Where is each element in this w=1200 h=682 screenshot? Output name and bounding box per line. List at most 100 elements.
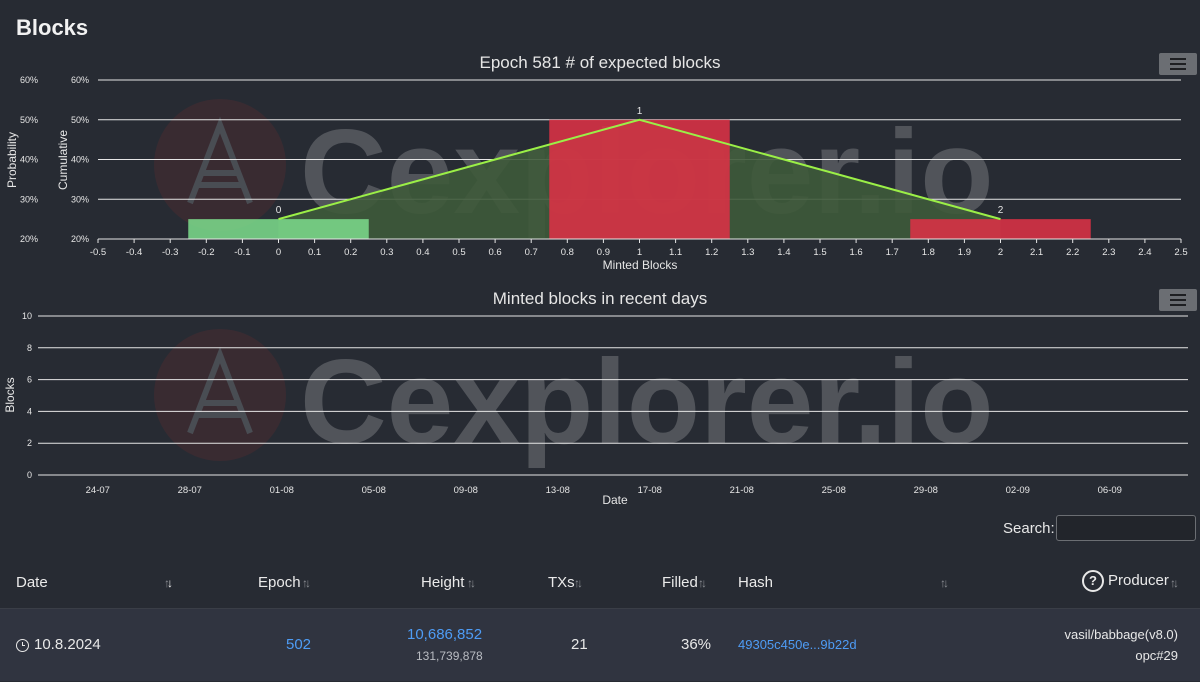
help-icon[interactable]: ? xyxy=(1082,570,1104,592)
bar xyxy=(188,219,369,239)
producer-version: vasil/babbage(v8.0) xyxy=(1064,627,1178,642)
bar xyxy=(910,219,1091,239)
x-tick-label: 28-07 xyxy=(178,485,202,496)
column-header-height[interactable]: Height xyxy=(421,574,465,591)
watermark: Cexplorer.io xyxy=(154,329,994,469)
hamburger-icon-line xyxy=(1170,294,1186,296)
hamburger-icon-line xyxy=(1170,299,1186,301)
y-tick-label: 40% xyxy=(20,155,38,165)
y-tick-label: 30% xyxy=(20,194,38,204)
x-tick-label: 1.4 xyxy=(777,247,790,258)
x-tick-label: 0.6 xyxy=(488,247,501,258)
y-tick-label: 60% xyxy=(20,75,38,85)
sort-icon[interactable]: ↑↓ xyxy=(698,576,707,590)
date-value: 10.8.2024 xyxy=(34,636,101,653)
y-tick-label: 20% xyxy=(20,234,38,244)
chart-title: Minted blocks in recent days xyxy=(493,289,708,308)
x-tick-label: 1.8 xyxy=(922,247,935,258)
producer-pool[interactable]: opc#29 xyxy=(1135,648,1178,663)
watermark-logo-icon xyxy=(154,329,286,461)
row-date: 10.8.2024 xyxy=(16,636,101,653)
x-axis-label: Date xyxy=(602,493,628,507)
x-tick-label: 0.1 xyxy=(308,247,321,258)
hash-link[interactable]: 49305c450e...9b22d xyxy=(738,637,857,652)
y2-tick-label: 20% xyxy=(71,234,89,244)
y-tick-label: 2 xyxy=(27,438,32,448)
expected-blocks-chart: Cexplorer.ioEpoch 581 # of expected bloc… xyxy=(5,53,1188,272)
data-label: 1 xyxy=(637,106,643,117)
column-header-filled[interactable]: Filled xyxy=(662,574,698,591)
sort-icon[interactable]: ↑↓ xyxy=(1170,576,1179,590)
search-input[interactable] xyxy=(1056,515,1196,541)
hamburger-icon-line xyxy=(1170,63,1186,65)
column-header-date[interactable]: Date xyxy=(16,574,48,591)
sort-icon[interactable]: ↑↓ xyxy=(164,576,173,590)
x-tick-label: 02-09 xyxy=(1006,485,1030,496)
x-tick-label: 2.2 xyxy=(1066,247,1079,258)
y-tick-label: 50% xyxy=(20,115,38,125)
y2-axis-label: Cumulative xyxy=(56,130,70,190)
clock-icon xyxy=(16,638,29,652)
x-tick-label: 2.3 xyxy=(1102,247,1115,258)
x-tick-label: 25-08 xyxy=(822,485,846,496)
slot-value: 131,739,878 xyxy=(416,649,483,663)
hamburger-icon-line xyxy=(1170,304,1186,306)
x-tick-label: 09-08 xyxy=(454,485,478,496)
x-tick-label: 0.5 xyxy=(452,247,465,258)
cumulative-line xyxy=(278,118,1001,221)
x-tick-label: -0.1 xyxy=(234,247,250,258)
page-title: Blocks xyxy=(16,15,89,40)
y2-tick-label: 50% xyxy=(71,115,89,125)
x-tick-label: 0.2 xyxy=(344,247,357,258)
x-tick-label: 2.1 xyxy=(1030,247,1043,258)
chart-menu-button[interactable] xyxy=(1159,53,1197,75)
sort-icon[interactable]: ↑↓ xyxy=(940,576,949,590)
sort-icon[interactable]: ↑↓ xyxy=(574,576,583,590)
txs-value: 21 xyxy=(571,636,588,653)
table-row: 10.8.2024 502 10,686,852 131,739,878 21 … xyxy=(0,608,1200,681)
search-label: Search: xyxy=(1003,520,1055,537)
bar xyxy=(549,119,730,239)
x-tick-label: 06-09 xyxy=(1098,485,1122,496)
x-tick-label: 1.6 xyxy=(849,247,862,258)
x-tick-label: 24-07 xyxy=(86,485,110,496)
chart-title: Epoch 581 # of expected blocks xyxy=(480,53,721,72)
y2-tick-label: 30% xyxy=(71,194,89,204)
x-axis-label: Minted Blocks xyxy=(603,258,678,272)
data-label: 2 xyxy=(998,205,1004,216)
chart-menu-button[interactable] xyxy=(1159,289,1197,311)
sort-icon[interactable]: ↑↓ xyxy=(302,576,311,590)
y-tick-label: 10 xyxy=(22,311,32,321)
x-tick-label: 0 xyxy=(276,247,281,258)
x-tick-label: -0.5 xyxy=(90,247,106,258)
column-header-producer[interactable]: ? Producer xyxy=(1082,570,1169,592)
column-header-txs[interactable]: TXs xyxy=(548,574,575,591)
x-tick-label: 2.5 xyxy=(1174,247,1187,258)
producer-label: Producer xyxy=(1108,571,1169,589)
column-header-epoch[interactable]: Epoch xyxy=(258,574,301,591)
height-link[interactable]: 10,686,852 xyxy=(407,626,483,643)
y2-tick-label: 40% xyxy=(71,155,89,165)
watermark-logo-icon xyxy=(187,346,253,435)
x-tick-label: 1 xyxy=(637,247,642,258)
hamburger-icon-line xyxy=(1170,68,1186,70)
y-tick-label: 8 xyxy=(27,343,32,353)
epoch-link[interactable]: 502 xyxy=(286,636,312,653)
filled-value: 36% xyxy=(681,636,712,653)
x-tick-label: 1.9 xyxy=(958,247,971,258)
x-tick-label: 1.1 xyxy=(669,247,682,258)
x-tick-label: 1.3 xyxy=(741,247,754,258)
x-tick-label: 0.4 xyxy=(416,247,429,258)
x-tick-label: -0.2 xyxy=(198,247,214,258)
x-tick-label: 2.4 xyxy=(1138,247,1151,258)
x-tick-label: 05-08 xyxy=(362,485,386,496)
x-tick-label: 1.5 xyxy=(813,247,826,258)
data-label: 0 xyxy=(276,205,282,216)
sort-icon[interactable]: ↑↓ xyxy=(467,576,476,590)
y-tick-label: 6 xyxy=(27,375,32,385)
minted-blocks-chart: Cexplorer.io Minted blocks in recent days… xyxy=(3,289,1188,507)
watermark-logo-icon xyxy=(154,99,286,231)
hamburger-icon-line xyxy=(1170,58,1186,60)
y-tick-label: 0 xyxy=(27,470,32,480)
column-header-hash[interactable]: Hash xyxy=(738,574,774,591)
